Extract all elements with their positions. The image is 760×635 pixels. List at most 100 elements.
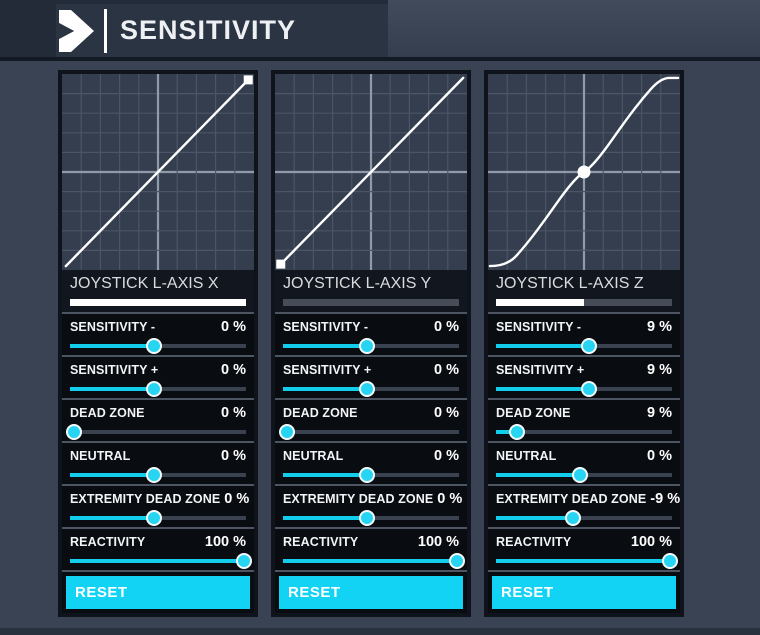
- slider-label: REACTIVITY: [496, 535, 572, 549]
- axis-title: JOYSTICK L-AXIS X: [70, 275, 219, 292]
- slider-track[interactable]: [496, 467, 672, 483]
- slider-value: 9 %: [647, 319, 672, 335]
- logo-separator: [104, 8, 107, 53]
- slider-value: -9 %: [650, 491, 681, 507]
- axis-panel-x: JOYSTICK L-AXIS X SENSITIVITY - 0 % SENSIT…: [58, 70, 258, 617]
- slider-row-dead-zone: DEAD ZONE 9 %: [488, 398, 680, 441]
- slider-track[interactable]: [283, 381, 459, 397]
- slider-thumb[interactable]: [359, 510, 376, 526]
- slider-track-fill: [70, 344, 155, 348]
- header-divider: [0, 57, 760, 61]
- slider-track[interactable]: [65, 424, 246, 440]
- slider-track-fill: [283, 516, 368, 520]
- slider-row-reactivity: REACTIVITY 100 %: [488, 527, 680, 570]
- slider-thumb[interactable]: [65, 424, 82, 440]
- slider-row-neutral: NEUTRAL 0 %: [62, 441, 254, 484]
- slider-label: EXTREMITY DEAD ZONE: [283, 492, 434, 506]
- slider-track[interactable]: [70, 467, 246, 483]
- reset-button[interactable]: RESET: [279, 576, 463, 609]
- slider-row-sensitivity: SENSITIVITY + 0 %: [62, 355, 254, 398]
- slider-label: SENSITIVITY -: [496, 320, 582, 334]
- slider-label: EXTREMITY DEAD ZONE: [70, 492, 221, 506]
- slider-thumb[interactable]: [581, 381, 598, 397]
- reset-row: RESET: [275, 570, 467, 613]
- slider-label: DEAD ZONE: [70, 406, 145, 420]
- header-bar: SENSITIVITY: [0, 0, 760, 57]
- slider-label: REACTIVITY: [70, 535, 146, 549]
- slider-track[interactable]: [496, 553, 679, 569]
- slider-track[interactable]: [70, 338, 246, 354]
- slider-track-fill: [496, 516, 574, 520]
- slider-track[interactable]: [283, 467, 459, 483]
- response-curve-graph: [275, 74, 467, 270]
- slider-label: NEUTRAL: [70, 449, 131, 463]
- header-background: [388, 0, 760, 57]
- slider-label: SENSITIVITY +: [70, 363, 159, 377]
- slider-thumb[interactable]: [236, 553, 253, 569]
- response-curve-graph: [62, 74, 254, 270]
- slider-track[interactable]: [283, 338, 459, 354]
- slider-value: 0 %: [437, 491, 463, 507]
- axis-position-marker: [577, 165, 591, 179]
- slider-rows: SENSITIVITY -0 % SENSITIVITY +0 % DEAD ZON…: [275, 312, 467, 570]
- axis-position-indicator: [70, 299, 246, 306]
- axis-panels-container: JOYSTICK L-AXIS X SENSITIVITY -0 % SENSIT…: [0, 61, 760, 617]
- slider-value: 0 %: [221, 448, 246, 464]
- slider-thumb[interactable]: [581, 338, 598, 354]
- slider-label: DEAD ZONE: [283, 406, 358, 420]
- slider-row-neutral: NEUTRAL 0 %: [488, 441, 680, 484]
- axis-panel-y: JOYSTICK L-AXIS Y SENSITIVITY -0 % SENSIT…: [271, 70, 471, 617]
- axis-position-marker: [243, 75, 253, 85]
- slider-track[interactable]: [496, 338, 672, 354]
- slider-label: EXTREMITY DEAD ZONE: [496, 492, 647, 506]
- slider-thumb[interactable]: [359, 467, 376, 483]
- reset-row: RESET: [62, 570, 254, 613]
- slider-track[interactable]: [278, 424, 459, 440]
- slider-row-neutral: NEUTRAL 0 %: [275, 441, 467, 484]
- slider-row-sensitivity: SENSITIVITY - 9 %: [488, 312, 680, 355]
- slider-thumb[interactable]: [146, 467, 163, 483]
- slider-track[interactable]: [70, 381, 246, 397]
- slider-track[interactable]: [496, 510, 672, 526]
- slider-value: 0 %: [434, 405, 459, 421]
- slider-row-dead-zone: DEAD ZONE 0 %: [62, 398, 254, 441]
- slider-thumb[interactable]: [359, 338, 376, 354]
- slider-thumb[interactable]: [278, 424, 295, 440]
- slider-row-extremity-dead-zone: EXTREMITY DEAD ZONE 0 %: [275, 484, 467, 527]
- footer-strip: [0, 628, 760, 635]
- slider-track[interactable]: [283, 510, 459, 526]
- slider-thumb[interactable]: [572, 467, 589, 483]
- slider-value: 0 %: [224, 491, 250, 507]
- slider-track[interactable]: [283, 553, 466, 569]
- slider-thumb[interactable]: [662, 553, 679, 569]
- slider-track[interactable]: [496, 381, 672, 397]
- slider-value: 9 %: [647, 405, 672, 421]
- slider-row-sensitivity: SENSITIVITY - 0 %: [275, 312, 467, 355]
- slider-value: 0 %: [647, 448, 672, 464]
- slider-value: 100 %: [417, 534, 459, 550]
- slider-track-fill: [70, 387, 155, 391]
- reset-button[interactable]: RESET: [492, 576, 676, 609]
- slider-track-fill: [496, 559, 671, 563]
- slider-rows: SENSITIVITY -9 % SENSITIVITY +9 % DEAD ZON…: [488, 312, 680, 570]
- slider-track-fill: [283, 344, 368, 348]
- slider-label: SENSITIVITY -: [70, 320, 156, 334]
- slider-label: SENSITIVITY -: [283, 320, 369, 334]
- slider-rows: SENSITIVITY -0 % SENSITIVITY +0 % DEAD ZON…: [62, 312, 254, 570]
- slider-thumb[interactable]: [146, 381, 163, 397]
- slider-thumb[interactable]: [509, 424, 526, 440]
- reset-button[interactable]: RESET: [66, 576, 250, 609]
- slider-thumb[interactable]: [359, 381, 376, 397]
- slider-value: 0 %: [434, 448, 459, 464]
- slider-track[interactable]: [70, 510, 246, 526]
- axis-title: JOYSTICK L-AXIS Z: [496, 275, 644, 292]
- slider-thumb[interactable]: [565, 510, 582, 526]
- slider-label: NEUTRAL: [496, 449, 557, 463]
- slider-track[interactable]: [496, 424, 672, 440]
- slider-thumb[interactable]: [146, 510, 163, 526]
- slider-track[interactable]: [70, 553, 253, 569]
- slider-thumb[interactable]: [146, 338, 163, 354]
- slider-thumb[interactable]: [449, 553, 466, 569]
- slider-value: 100 %: [630, 534, 672, 550]
- slider-label: SENSITIVITY +: [496, 363, 585, 377]
